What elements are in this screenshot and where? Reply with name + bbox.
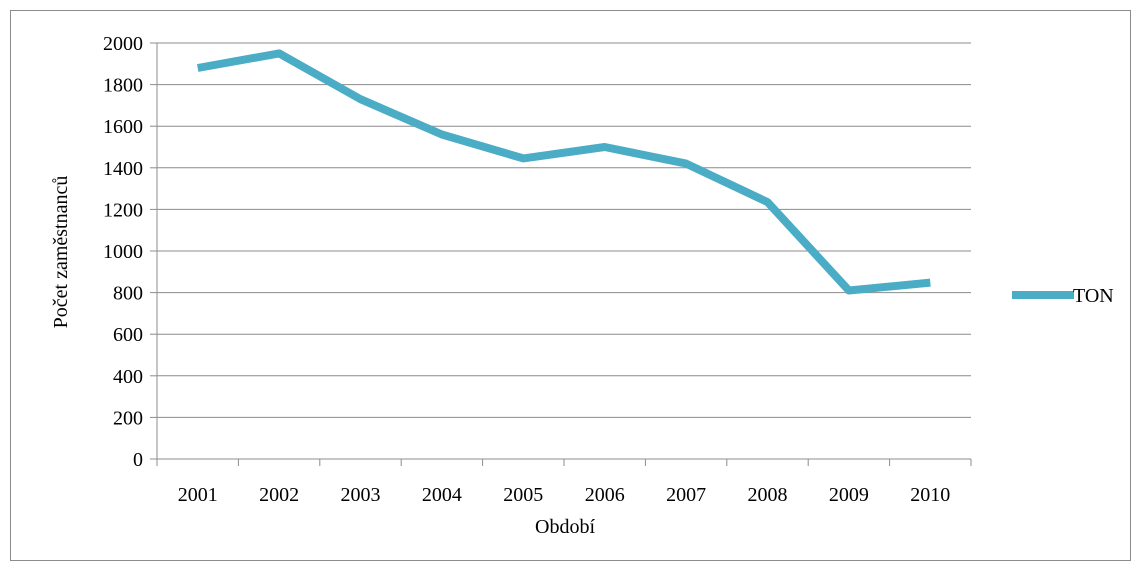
y-tick-label: 1600 (103, 116, 143, 138)
x-tick-label: 2002 (259, 484, 299, 506)
x-tick-label: 2003 (341, 484, 381, 506)
y-tick-label: 1800 (103, 75, 143, 97)
legend: TON (1012, 285, 1114, 307)
series-line-ton (196, 49, 931, 295)
y-axis-title: Počet zaměstnanců (50, 176, 72, 329)
legend-label-ton: TON (1073, 285, 1114, 307)
x-tick-label: 2007 (666, 484, 706, 506)
y-tick-labels: 0 200 400 600 800 1000 1200 1400 1600 1800 2000 (103, 33, 143, 471)
y-tick-label: 2000 (103, 33, 143, 55)
x-tick-label: 2006 (585, 484, 625, 506)
y-tick-label: 1400 (103, 158, 143, 180)
x-tick-label: 2009 (829, 484, 869, 506)
y-tick-label: 200 (113, 407, 143, 429)
y-tick-label: 1000 (103, 241, 143, 263)
x-tick-label: 2004 (422, 484, 462, 506)
axes (150, 42, 972, 466)
x-tick-label: 2008 (748, 484, 788, 506)
y-tick-label: 800 (113, 283, 143, 305)
y-tick-label: 1200 (103, 199, 143, 221)
series-layer (196, 49, 931, 295)
y-tick-label: 600 (113, 324, 143, 346)
x-tick-label: 2001 (178, 484, 218, 506)
y-tick-label: 0 (133, 449, 143, 471)
x-tick-label: 2005 (503, 484, 543, 506)
y-tick-label: 400 (113, 366, 143, 388)
x-tick-label: 2010 (910, 484, 950, 506)
chart-frame (10, 10, 1131, 561)
x-axis-title: Období (535, 516, 595, 538)
x-tick-labels: 2001 2002 2003 2004 2005 2006 2007 2008 2009 2010 (178, 484, 951, 506)
gridlines (157, 42, 971, 418)
